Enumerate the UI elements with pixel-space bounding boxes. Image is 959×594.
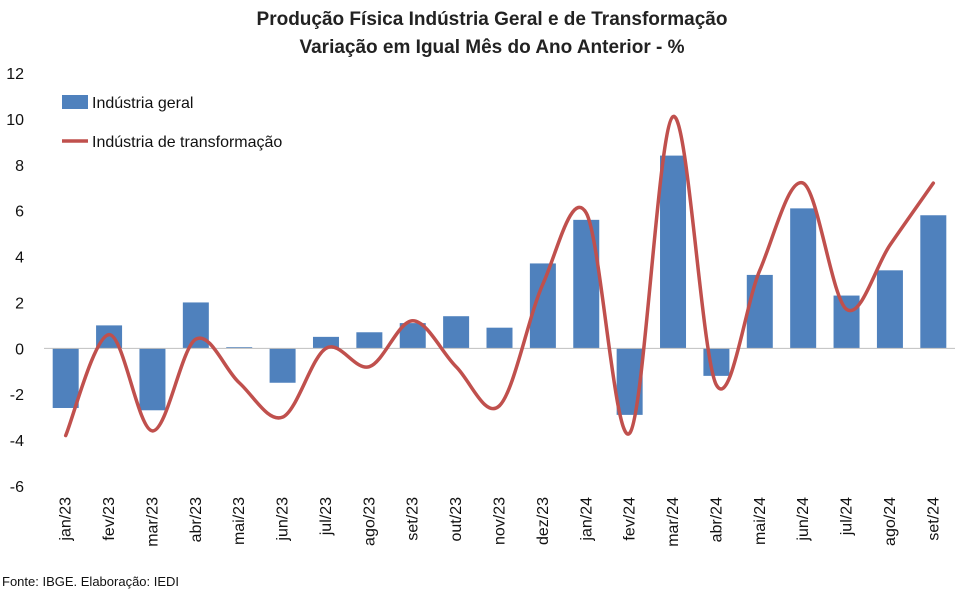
bar (226, 347, 253, 349)
x-tick-label: mai/24 (752, 497, 769, 545)
bar (139, 348, 166, 411)
bar (269, 348, 296, 383)
x-tick-label: set/23 (405, 497, 422, 541)
x-tick-label: abr/24 (708, 497, 725, 542)
bar (573, 219, 600, 349)
x-tick-label: mar/24 (665, 497, 682, 547)
line-series-industria-de-transformacao (63, 114, 936, 438)
y-tick-label: -6 (10, 479, 24, 496)
x-tick-label: dez/23 (535, 497, 552, 545)
x-tick-label: nov/23 (492, 497, 509, 545)
y-axis: -6 -4 -2 0 2 4 6 8 10 12 (6, 66, 24, 496)
bar (52, 348, 79, 408)
y-tick-label: 12 (6, 66, 24, 83)
y-tick-label: 0 (15, 341, 24, 358)
bar (312, 336, 339, 349)
bar (486, 327, 513, 349)
x-axis: jan/23 fev/23 mar/23 abr/23 mai/23 jun/23 jul/… (58, 497, 943, 547)
source-note: Fonte: IBGE. Elaboração: IEDI (2, 574, 180, 589)
y-tick-label: -4 (10, 433, 24, 450)
x-tick-label: out/23 (448, 497, 465, 542)
x-tick-label: mai/23 (231, 497, 248, 545)
x-tick-label: ago/24 (882, 497, 899, 546)
y-tick-label: -2 (10, 387, 24, 404)
y-tick-label: 10 (6, 112, 24, 129)
legend: Indústria geral Indústria de transformaç… (62, 95, 282, 151)
chart-subtitle: Variação em Igual Mês do Ano Anterior - … (299, 37, 684, 58)
y-tick-label: 6 (15, 204, 24, 221)
x-tick-label: jun/24 (795, 497, 812, 542)
x-tick-label: fev/23 (101, 497, 118, 541)
x-tick-label: set/24 (925, 497, 942, 541)
x-tick-label: fev/24 (622, 497, 639, 541)
bar (790, 208, 817, 349)
x-tick-label: jul/24 (839, 497, 856, 536)
bar (660, 155, 687, 349)
x-tick-label: jan/23 (58, 497, 75, 542)
x-tick-label: abr/23 (188, 497, 205, 542)
bar (833, 295, 860, 349)
legend-label-industria-geral: Indústria geral (92, 95, 193, 112)
bar (443, 316, 470, 349)
bar (920, 215, 947, 349)
x-tick-label: jul/23 (318, 497, 335, 536)
y-tick-label: 8 (15, 158, 24, 175)
x-tick-label: mar/23 (144, 497, 161, 547)
chart-title: Produção Física Indústria Geral e de Tra… (257, 9, 728, 30)
legend-swatch-industria-geral (62, 95, 88, 109)
bar (876, 270, 903, 349)
x-tick-label: ago/23 (361, 497, 378, 546)
legend-label-industria-de-transformacao: Indústria de transformação (92, 134, 282, 151)
x-tick-label: jan/24 (578, 497, 595, 542)
y-tick-label: 2 (15, 295, 24, 312)
bar (356, 332, 383, 349)
x-tick-label: jun/23 (275, 497, 292, 542)
bar (746, 274, 773, 349)
y-tick-label: 4 (15, 250, 24, 267)
